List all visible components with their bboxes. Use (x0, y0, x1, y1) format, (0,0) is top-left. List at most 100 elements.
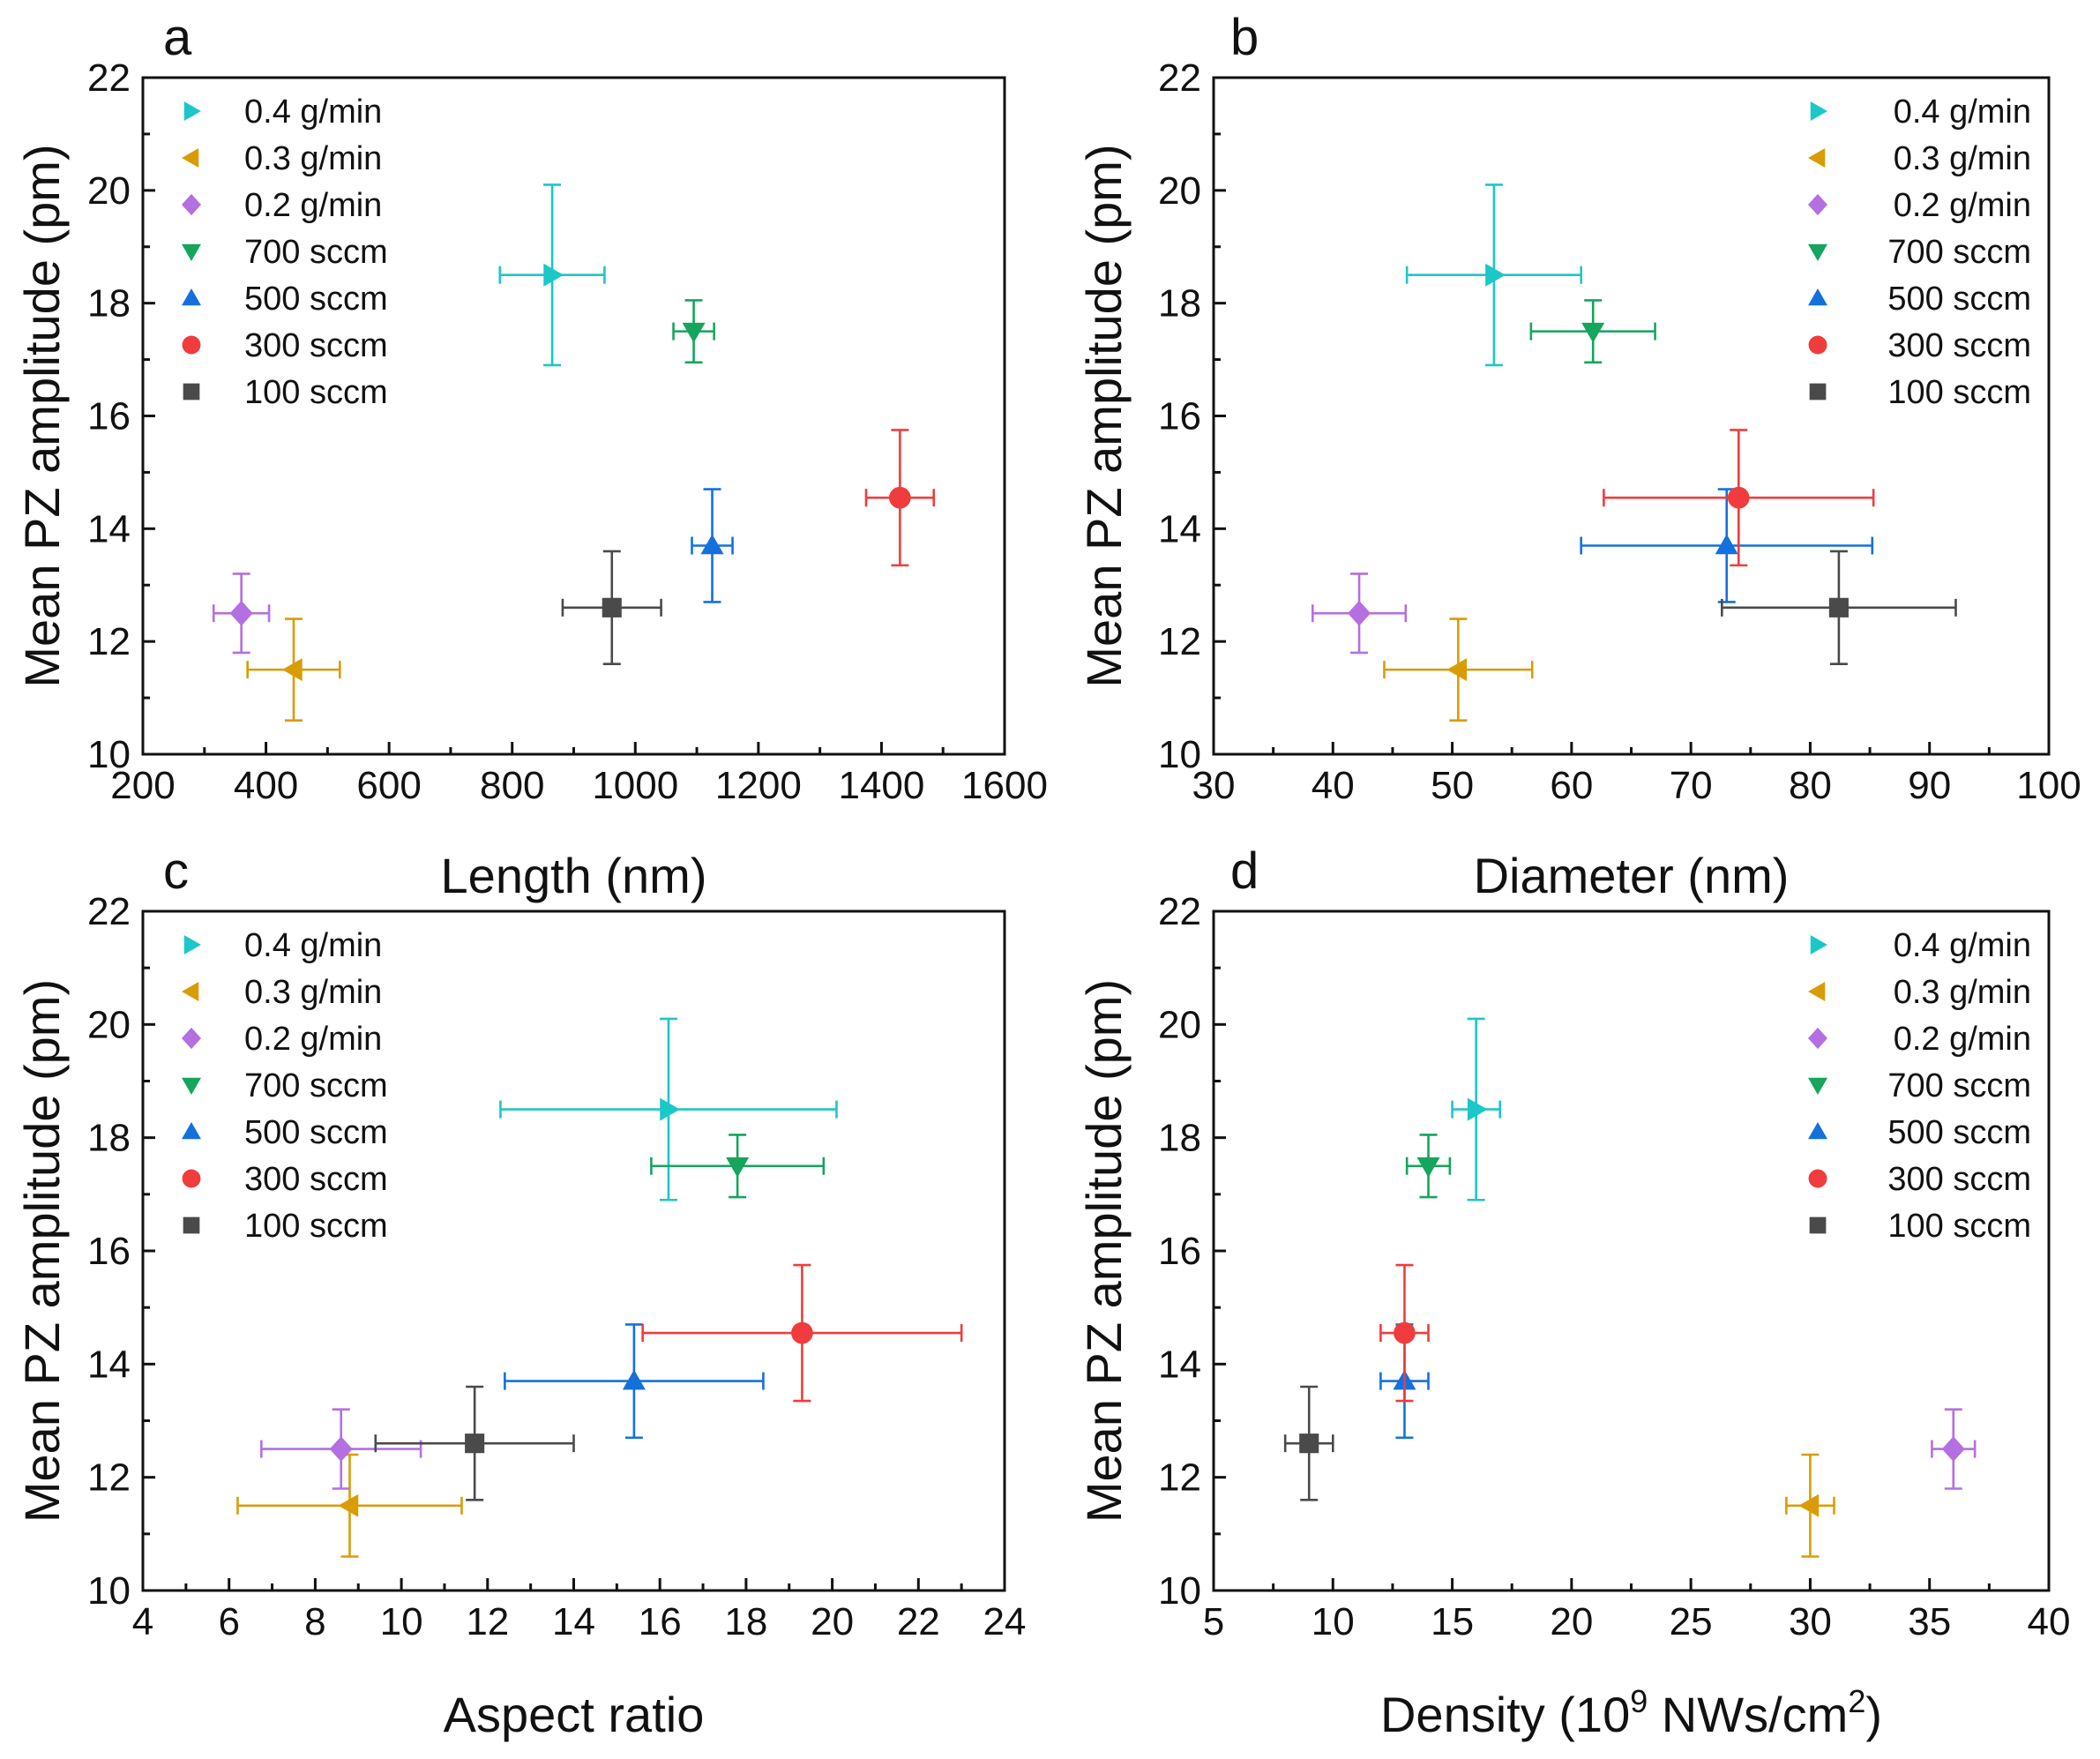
data-point (1467, 1097, 1488, 1121)
series-s500 (504, 1323, 765, 1440)
x-tick-label: 800 (480, 764, 544, 807)
legend-marker (182, 335, 201, 355)
x-tick-label: 25 (1670, 1600, 1713, 1643)
series-g03 (236, 1453, 463, 1558)
legend-label: 0.2 g/min (244, 187, 382, 224)
x-tick-label: 80 (1789, 764, 1832, 807)
y-axis-title: Mean PZ amplitude (pm) (14, 144, 70, 687)
legend-label: 100 sccm (1887, 374, 2031, 411)
y-tick-label: 22 (87, 890, 131, 933)
legend-marker (182, 1027, 201, 1050)
legend-label: 0.2 g/min (1894, 187, 2031, 224)
legend-marker (182, 1169, 201, 1188)
y-tick-label: 12 (87, 1456, 131, 1500)
data-point (622, 1369, 646, 1390)
series-g03 (1383, 618, 1534, 722)
x-tick-label: 60 (1550, 764, 1593, 807)
y-tick-label: 10 (87, 733, 131, 776)
data-point (1715, 534, 1738, 555)
y-tick-label: 22 (1158, 56, 1201, 100)
x-tick-label: 1400 (838, 764, 924, 807)
data-point (726, 1157, 750, 1178)
data-point (229, 600, 253, 626)
legend-marker (1808, 1077, 1827, 1095)
legend-label: 300 sccm (244, 1161, 388, 1198)
series-g04 (1405, 183, 1582, 367)
y-tick-label: 10 (1158, 1569, 1201, 1613)
series-g02 (1311, 573, 1408, 655)
series-s100 (561, 550, 662, 666)
series-g03 (246, 618, 341, 722)
legend-label: 0.4 g/min (244, 927, 382, 964)
x-tick-label: 200 (110, 764, 175, 807)
legend-marker (182, 148, 199, 168)
legend-label: 500 sccm (244, 281, 388, 318)
y-tick-label: 20 (1158, 169, 1201, 213)
y-axis-title: Mean PZ amplitude (pm) (14, 979, 70, 1523)
panel-letter: c (163, 842, 189, 900)
series-s300 (1379, 1263, 1430, 1403)
legend-marker (1808, 148, 1826, 168)
data-point (1446, 658, 1468, 682)
series-s500 (1580, 488, 1874, 603)
x-tick-label: 400 (234, 764, 298, 807)
y-tick-label: 18 (87, 282, 131, 326)
data-point (1394, 1321, 1416, 1344)
panel-letter: a (163, 9, 192, 66)
data-point (1581, 322, 1605, 343)
y-tick-label: 16 (1158, 395, 1201, 438)
x-tick-label: 14 (552, 1600, 595, 1643)
data-point (281, 658, 303, 682)
y-tick-label: 14 (87, 1343, 131, 1386)
data-point (329, 1436, 353, 1462)
x-tick-label: 100 (2016, 764, 2081, 807)
series-g02 (1931, 1408, 1977, 1490)
legend-label: 0.3 g/min (1894, 140, 2031, 177)
data-point (791, 1321, 813, 1344)
x-tick-label: 12 (466, 1600, 509, 1643)
y-tick-label: 12 (87, 620, 131, 663)
y-tick-label: 20 (1158, 1003, 1201, 1046)
data-point (1941, 1436, 1965, 1462)
legend-marker (182, 1077, 201, 1095)
legend-label: 500 sccm (1887, 281, 2031, 318)
legend-label: 500 sccm (244, 1114, 388, 1151)
x-tick-label: 20 (1550, 1600, 1593, 1643)
x-tick-label: 1200 (715, 764, 802, 807)
data-point (338, 1493, 359, 1517)
legend-marker (1808, 1169, 1827, 1188)
data-point (1828, 597, 1849, 618)
data-point (700, 534, 724, 555)
y-tick-label: 10 (87, 1569, 131, 1613)
legend-label: 0.3 g/min (244, 140, 382, 177)
x-axis-title: Aspect ratio (444, 1687, 705, 1742)
data-point (660, 1097, 680, 1121)
legend: 0.4 g/min 0.3 g/min 0.2 g/min 700 sccm 500 s… (182, 94, 388, 411)
data-point (602, 597, 622, 618)
x-tick-label: 40 (1312, 764, 1355, 807)
series-s700 (650, 1134, 826, 1199)
x-tick-label: 15 (1431, 1600, 1474, 1643)
legend-marker (1808, 335, 1827, 355)
series-s500 (691, 488, 734, 603)
legend-label: 700 sccm (1887, 1067, 2031, 1104)
data-point (1416, 1157, 1440, 1178)
legend-label: 300 sccm (1887, 1161, 2031, 1198)
x-axis-title: Diameter (nm) (1474, 848, 1790, 903)
y-tick-label: 12 (1158, 1456, 1201, 1500)
panel-c: 4 6 8 10 12 14 16 18 20 22 24 10 12 14 16 18 20 22 c Aspect… (14, 842, 1027, 1742)
data-point (1727, 486, 1750, 509)
y-axis-title: Mean PZ amplitude (pm) (1076, 979, 1132, 1523)
legend-label: 100 sccm (244, 374, 388, 411)
series-g02 (212, 573, 271, 655)
series-g04 (1451, 1017, 1501, 1201)
x-tick-label: 16 (639, 1600, 682, 1643)
legend-marker (183, 1216, 200, 1234)
x-axis-title-part: NWs/cm (1648, 1687, 1848, 1742)
x-tick-label: 35 (1908, 1600, 1951, 1643)
x-tick-label: 30 (1192, 764, 1236, 807)
y-tick-label: 14 (1158, 507, 1201, 550)
data-point (1348, 600, 1371, 626)
